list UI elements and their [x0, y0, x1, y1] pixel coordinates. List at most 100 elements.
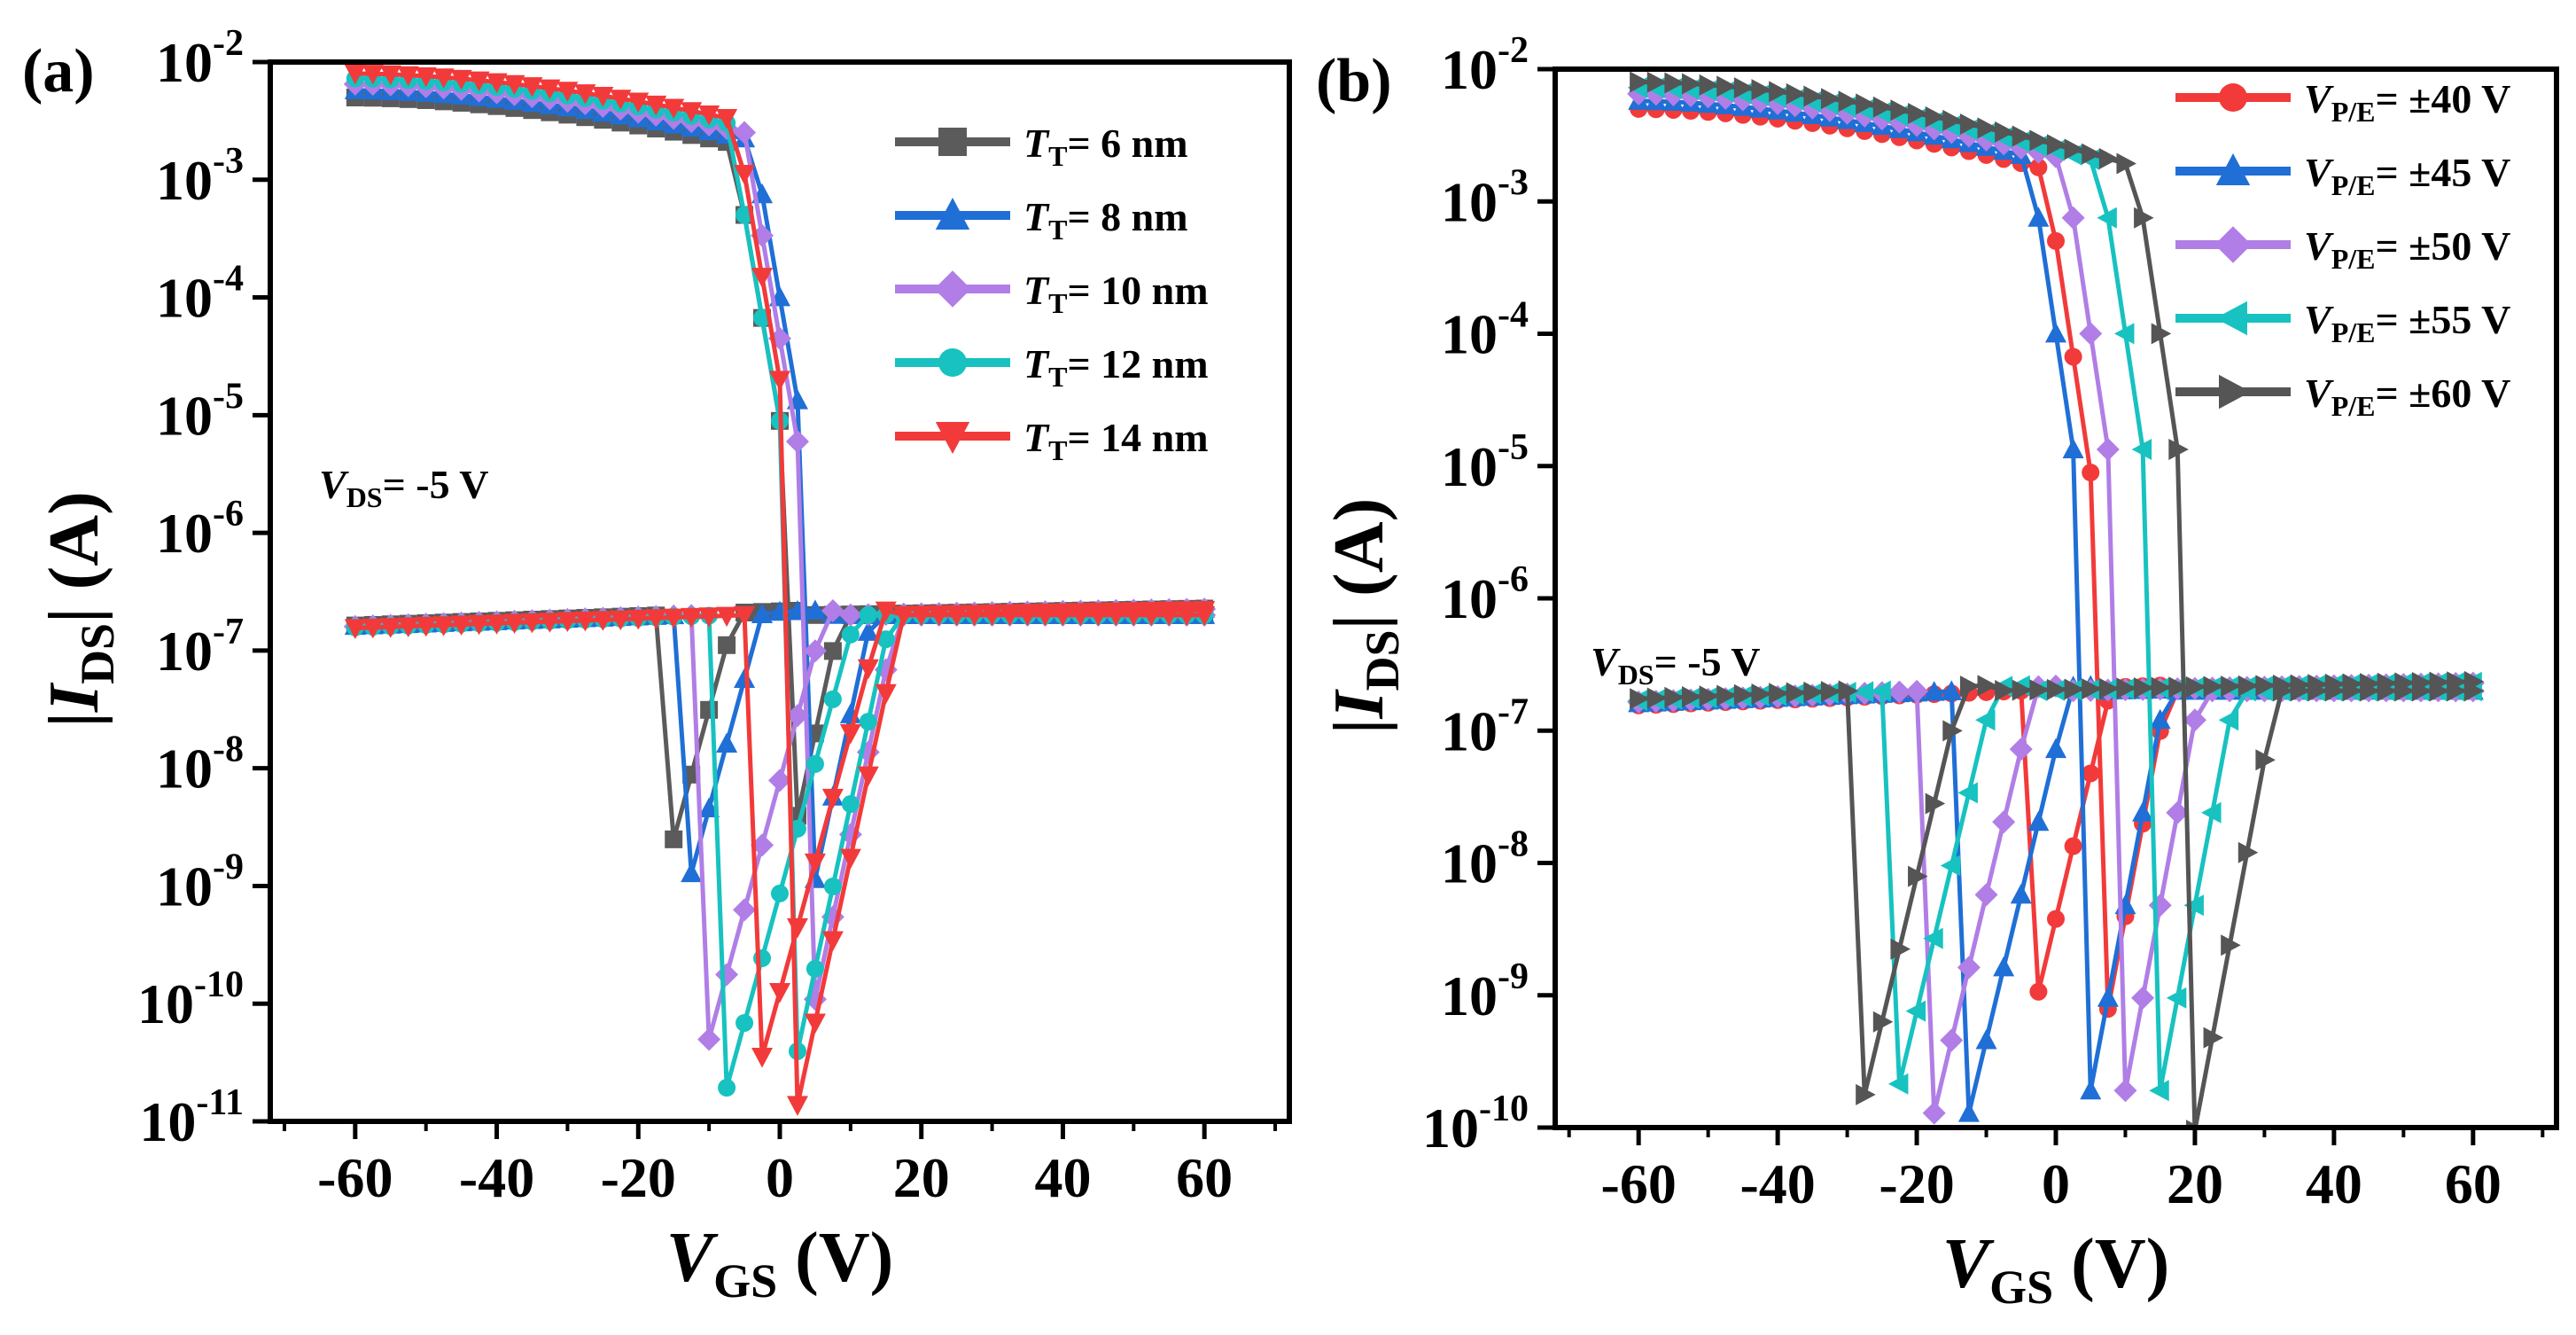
legend: VP/E= ±40 V VP/E= ±45 V VP/E= ±50 V VP/E= ±… [2175, 76, 2510, 422]
data-point [751, 603, 774, 623]
data-point [751, 268, 774, 288]
data-point [1975, 709, 1996, 731]
x-tick-label: 0 [766, 1146, 794, 1209]
data-point [362, 618, 384, 639]
data-point [344, 64, 366, 85]
data-point [1769, 81, 1789, 103]
x-tick-label: -60 [1601, 1152, 1677, 1215]
x-tick-label: 60 [1176, 1146, 1233, 1209]
legend-swatch-marker [935, 198, 970, 230]
data-point [841, 625, 860, 644]
data-point [718, 636, 736, 654]
data-point [1664, 686, 1685, 708]
data-point [432, 616, 455, 636]
data-point [1751, 79, 1771, 101]
data-point [1890, 938, 1911, 960]
data-point [1646, 71, 1668, 93]
data-point [1995, 679, 2015, 701]
legend-item-4: TT= 14 nm [895, 415, 1209, 466]
legend-swatch-marker [2215, 301, 2247, 336]
data-point [2064, 678, 2085, 700]
data-point [2113, 323, 2135, 345]
data-point [1870, 107, 1894, 131]
data-point [379, 618, 401, 638]
data-point [857, 659, 879, 680]
data-point [928, 605, 950, 627]
data-point [362, 65, 384, 85]
legend-item-4: VP/E= ±60 V [2175, 371, 2510, 422]
series-line-forward [354, 606, 1205, 1041]
data-point [716, 732, 738, 753]
data-point [2151, 323, 2172, 345]
data-point [839, 848, 861, 870]
data-point [1733, 683, 1755, 706]
data-point [1942, 109, 1963, 131]
data-point [2149, 708, 2171, 730]
data-point [1682, 73, 1702, 95]
data-point [2168, 438, 2189, 460]
data-point [539, 613, 561, 633]
legend-label: TT= 10 nm [1023, 268, 1209, 319]
data-point [2237, 841, 2259, 863]
data-point [1974, 883, 1998, 907]
data-point [486, 614, 508, 635]
data-point [1016, 605, 1039, 627]
data-point [2029, 158, 2048, 176]
data-point [2148, 894, 2172, 917]
data-point [556, 82, 579, 102]
data-point [981, 605, 1003, 627]
data-point [1699, 685, 1720, 707]
data-point [1923, 681, 1945, 701]
data-point [1820, 88, 1841, 110]
x-tick-label: -40 [1739, 1152, 1815, 1215]
panel-label: (b) [1316, 47, 1392, 115]
data-point [1940, 1028, 1964, 1052]
data-point [823, 642, 842, 660]
data-point [804, 853, 826, 874]
data-point [2411, 680, 2432, 702]
data-point [681, 607, 703, 628]
panel-label: (a) [22, 37, 95, 105]
data-point [1034, 605, 1056, 627]
data-point [627, 609, 650, 630]
data-point [963, 605, 985, 627]
data-point [665, 830, 683, 848]
data-point [2131, 986, 2155, 1010]
data-point [2237, 675, 2259, 697]
data-point [1699, 74, 1720, 96]
legend-swatch-marker [2214, 226, 2252, 263]
data-point [1942, 720, 1963, 742]
legend-swatch-marker [2219, 83, 2247, 112]
legend-item-1: VP/E= ±45 V [2175, 150, 2510, 201]
data-point [2255, 675, 2276, 697]
data-point [734, 165, 756, 185]
data-point [1769, 683, 1789, 705]
data-point [734, 605, 756, 627]
data-point [859, 713, 877, 731]
series-group [343, 64, 1217, 1116]
data-point [2324, 680, 2346, 702]
data-point [2082, 464, 2100, 482]
data-point [2098, 147, 2120, 169]
data-point [627, 92, 650, 113]
data-point [768, 769, 791, 792]
legend-swatch-marker [938, 128, 967, 156]
legend-swatch-marker [935, 422, 970, 454]
data-point [2342, 680, 2363, 702]
data-point [2047, 678, 2067, 700]
y-tick-label: 10-7 [1441, 691, 1529, 762]
data-point [2012, 125, 2033, 147]
data-point [450, 615, 472, 636]
data-point [2203, 1027, 2224, 1049]
data-point [2079, 322, 2103, 346]
data-point [1923, 927, 1943, 949]
data-point [397, 66, 419, 87]
data-point [2429, 680, 2450, 702]
data-point [2360, 680, 2380, 702]
data-point [432, 68, 455, 89]
data-point [821, 599, 844, 623]
data-point [2463, 680, 2485, 702]
data-point [1872, 1011, 1894, 1033]
data-point [2045, 322, 2066, 343]
data-point [1993, 956, 2015, 977]
